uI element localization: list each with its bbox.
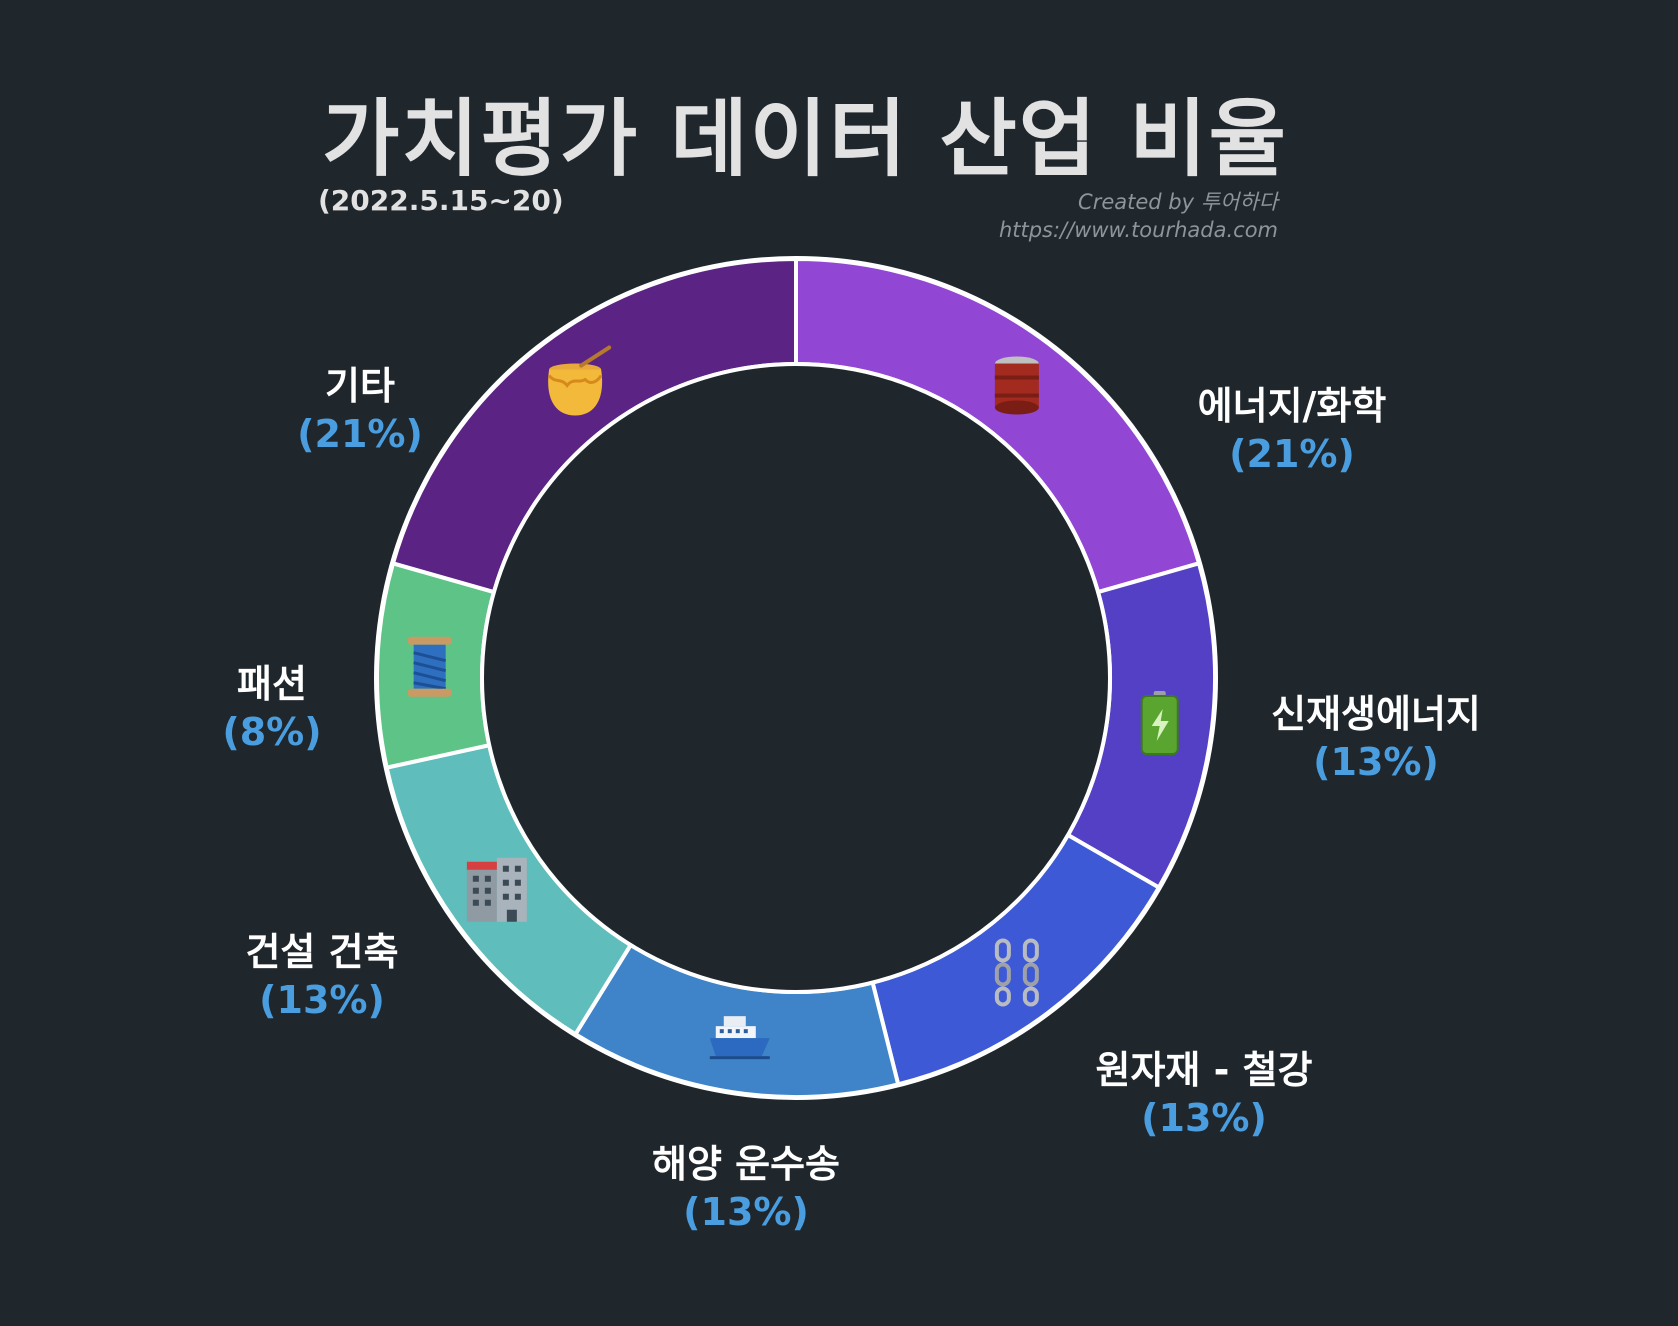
- slice-name: 원자재 - 철강: [1095, 1048, 1313, 1092]
- office-building-icon: [466, 857, 527, 922]
- slice-percent: (13%): [259, 978, 385, 1022]
- donut-hole: [480, 362, 1112, 994]
- slice-label-renewable-energy: 신재생에너지 (13%): [1271, 690, 1481, 786]
- chart-subtitle: (2022.5.15~20): [318, 184, 564, 217]
- slice-percent: (21%): [297, 412, 423, 456]
- slice-name: 해양 운수송: [651, 1142, 841, 1186]
- honey-pot-icon: [547, 345, 612, 416]
- ship-icon: [709, 1016, 770, 1060]
- battery-icon: [1140, 691, 1179, 756]
- chains-icon: [994, 938, 1039, 1007]
- slice-name: 건설 건축: [245, 930, 399, 974]
- slice-name: 에너지/화학: [1197, 384, 1387, 428]
- slice-percent: (21%): [1229, 432, 1355, 476]
- slice-label-marine-transport: 해양 운수송 (13%): [652, 1140, 840, 1236]
- slice-percent: (13%): [1313, 740, 1439, 784]
- credit-author: Created by 투어하다: [1078, 190, 1278, 214]
- oil-drum-icon: [994, 356, 1039, 415]
- slice-percent: (13%): [1141, 1096, 1267, 1140]
- slice-name: 기타: [325, 364, 395, 408]
- slice-label-energy-chemical: 에너지/화학 (21%): [1198, 382, 1387, 478]
- slice-label-construction: 건설 건축 (13%): [245, 928, 398, 1024]
- slice-name: 신재생에너지: [1271, 692, 1481, 736]
- slice-label-fashion: 패션 (8%): [222, 660, 321, 756]
- slice-name: 패션: [237, 662, 307, 706]
- slice-percent: (8%): [222, 710, 322, 754]
- chart-title: 가치평가 데이터 산업 비율: [322, 90, 1288, 188]
- thread-spool-icon: [407, 636, 452, 697]
- slice-label-raw-material-steel: 원자재 - 철강 (13%): [1095, 1046, 1312, 1142]
- credit-url: https://www.tourhada.com: [998, 218, 1278, 242]
- slice-label-other: 기타 (21%): [297, 362, 423, 458]
- slice-percent: (13%): [683, 1190, 809, 1234]
- credit: Created by 투어하다 https://www.tourhada.com: [999, 188, 1278, 244]
